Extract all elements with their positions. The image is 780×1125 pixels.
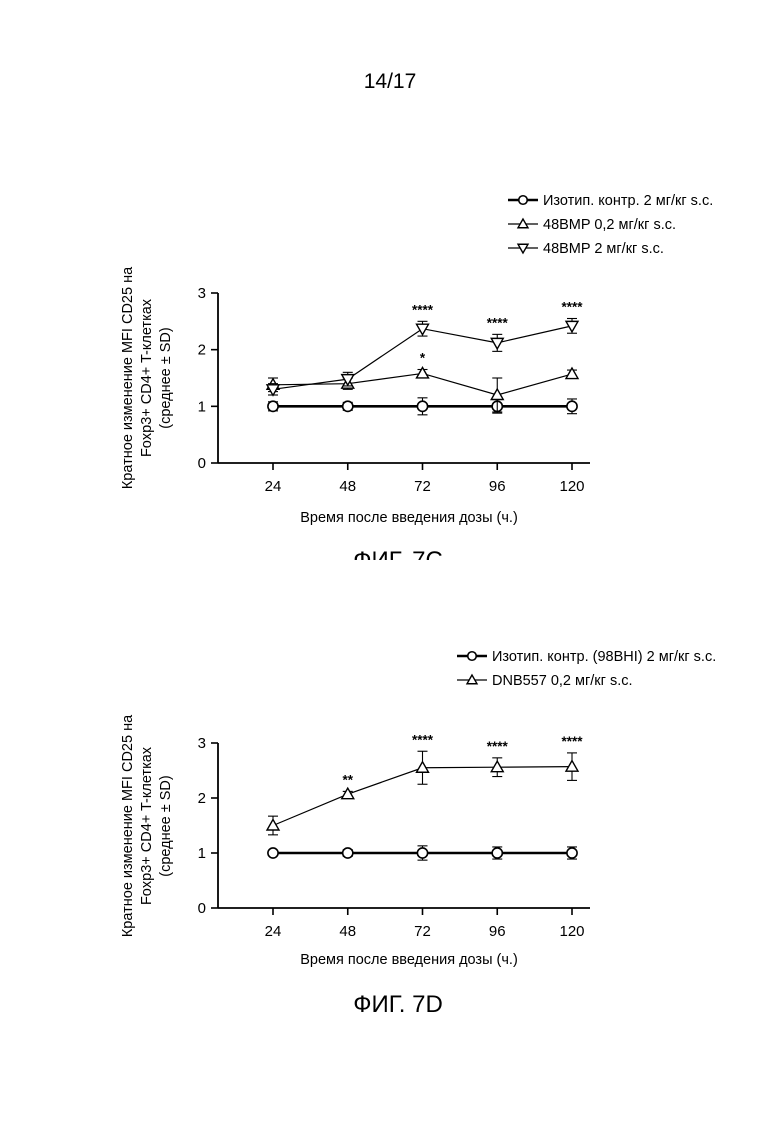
fig-7c-y-axis-label-line: Foxp3+ CD4+ T-клетках [139,298,155,457]
fig-7c-legend-label: 48BMP 2 мг/кг s.c. [543,241,664,257]
chart-fig-7d-canvas: 0 1 2 3 24 48 72 96 120 Время после введения дозы… [0,560,780,1120]
fig-7d-data-point [566,761,578,772]
fig-7c-series-0 [268,398,577,415]
fig-7d-x-tick-label: 48 [339,923,356,940]
fig-7d-y-axis-label: Кратное изменение MFI CD25 наFoxp3+ CD4+… [120,714,174,937]
fig-7d-significance-label: **** [561,734,583,749]
fig-7c-y-axis-label: Кратное изменение MFI CD25 наFoxp3+ CD4+… [120,266,174,489]
fig-7c-legend-label: 48BMP 0,2 мг/кг s.c. [543,217,676,233]
fig-7c-data-point [491,338,503,349]
fig-7c-data-point [343,401,353,411]
fig-7d-y-tick-label: 1 [198,845,206,862]
fig-7c-y-tick-label: 0 [198,455,206,472]
fig-7c-y-tick-label: 2 [198,342,206,359]
fig-7d-data-point [342,788,354,799]
fig-7d-x-tick-label: 24 [265,923,282,940]
fig-7d-x-tick-label: 96 [489,923,506,940]
fig-7d-x-axis-label: Время после введения дозы (ч.) [300,952,518,968]
fig-7c-y-axis-label-line: (среднее ± SD) [158,327,174,428]
fig-7c-legend-marker [518,244,528,253]
fig-7d-y-tick-label: 0 [198,900,206,917]
fig-7c-legend: Изотип. контр. 2 мг/кг s.c. 48BMP 0,2 мг/… [508,193,713,257]
fig-7d-y-axis-label-line: Foxp3+ CD4+ T-клетках [139,746,155,905]
fig-7c-legend-marker [518,219,528,228]
fig-7d-data-point [268,848,278,858]
fig-7c-significance-label: * [420,351,426,366]
fig-7d-data-point [567,848,577,858]
fig-7d-x-tick-label: 72 [414,923,431,940]
fig-7c-significance-label: **** [561,300,583,315]
fig-7d-legend-marker [467,675,477,684]
fig-7d-x-tick-label: 120 [559,923,584,940]
fig-7d-legend-label: DNB557 0,2 мг/кг s.c. [492,673,633,689]
fig-7c-x-tick-label: 72 [414,478,431,495]
chart-fig-7c-canvas: 0 1 2 3 24 48 72 96 120 Время после введения дозы… [0,0,780,560]
fig-7c-y-tick-label: 3 [198,285,206,302]
fig-7d-significance-label: ** [342,772,353,787]
fig-7d-significance-label: **** [412,732,434,747]
fig-7d-data-point [491,761,503,772]
fig-7d-data-point [267,820,279,831]
fig-7c-x-tick-label: 120 [559,478,584,495]
fig-7d-data-point [417,762,429,773]
fig-7c-data-point [268,401,278,411]
fig-7c-data-point [567,401,577,411]
fig-7c-y-axis-label-line: Кратное изменение MFI CD25 на [120,266,136,489]
fig-7c-x-tick-label: 48 [339,478,356,495]
fig-7d-y-tick-label: 3 [198,735,206,752]
chart-fig-7c: 0 1 2 3 24 48 72 96 120 Время после введения дозы… [0,0,780,560]
fig-7c-x-axis-label: Время после введения дозы (ч.) [300,510,518,526]
fig-7d-data-point [492,848,502,858]
fig-7d-y-axis-label-line: Кратное изменение MFI CD25 на [120,714,136,937]
fig-7c-caption: ФИГ. 7C [353,547,443,560]
fig-7c-legend-marker [519,196,528,205]
fig-7d-legend-marker [468,652,477,661]
fig-7c-y-tick-label: 1 [198,398,206,415]
fig-7c-series-2: **** **** **** [267,300,583,396]
fig-7c-data-point [417,401,427,411]
fig-7c-significance-label: **** [412,302,434,317]
fig-7d-y-axis-label-line: (среднее ± SD) [158,775,174,876]
fig-7d-significance-label: **** [487,739,509,754]
fig-7c-data-point [267,385,279,396]
fig-7d-series-1: ************** [267,732,583,835]
fig-7d-y-tick-label: 2 [198,790,206,807]
fig-7d-series-0 [268,846,577,860]
fig-7c-x-tick-label: 96 [489,478,506,495]
fig-7c-x-tick-label: 24 [265,478,282,495]
chart-fig-7d: 0 1 2 3 24 48 72 96 120 Время после введения дозы… [0,560,780,1120]
fig-7d-data-point [417,848,427,858]
fig-7d-legend: Изотип. контр. (98BHI) 2 мг/кг s.c. DNB55… [457,649,716,689]
fig-7d-legend-label: Изотип. контр. (98BHI) 2 мг/кг s.c. [492,649,716,665]
fig-7d-caption: ФИГ. 7D [353,991,443,1018]
fig-7d-data-point [343,848,353,858]
fig-7c-legend-label: Изотип. контр. 2 мг/кг s.c. [543,193,713,209]
fig-7c-significance-label: **** [487,315,509,330]
